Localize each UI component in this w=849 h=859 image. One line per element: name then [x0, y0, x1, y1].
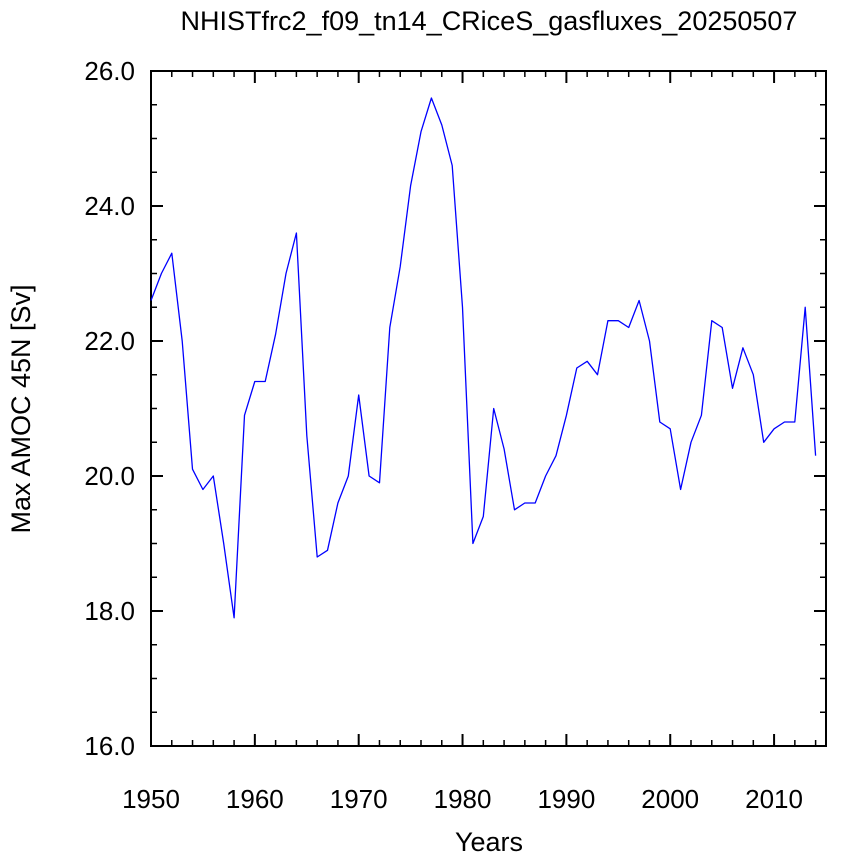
y-tick-label: 26.0 — [84, 56, 135, 86]
x-axis-tick-labels: 1950 1960 1970 1980 1990 2000 2010 — [122, 784, 803, 814]
y-tick-label: 20.0 — [84, 461, 135, 491]
x-axis-ticks — [150, 71, 817, 746]
x-tick-label: 1970 — [330, 784, 388, 814]
y-tick-label: 22.0 — [84, 326, 135, 356]
x-axis-label: Years — [455, 827, 523, 857]
y-tick-label: 24.0 — [84, 191, 135, 221]
chart-title: NHISTfrc2_f09_tn14_CRiceS_gasfluxes_2025… — [181, 6, 798, 36]
plot-frame — [150, 70, 827, 747]
y-tick-label: 18.0 — [84, 596, 135, 626]
y-axis-label: Max AMOC 45N [Sv] — [6, 284, 36, 533]
x-tick-label: 1950 — [122, 784, 180, 814]
y-axis-tick-labels: 16.0 18.0 20.0 22.0 24.0 26.0 — [84, 56, 135, 761]
series-group — [150, 97, 817, 619]
x-tick-label: 2000 — [641, 784, 699, 814]
x-tick-label: 1990 — [537, 784, 595, 814]
y-axis-ticks — [151, 70, 826, 747]
x-tick-label: 1980 — [434, 784, 492, 814]
y-tick-label: 16.0 — [84, 731, 135, 761]
x-tick-label: 2010 — [745, 784, 803, 814]
plot-border — [150, 70, 827, 747]
x-tick-label: 1960 — [226, 784, 284, 814]
series-line — [150, 97, 817, 619]
